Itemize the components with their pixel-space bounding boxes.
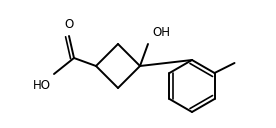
Text: HO: HO [33,79,51,92]
Text: OH: OH [152,26,170,39]
Text: O: O [64,18,74,31]
